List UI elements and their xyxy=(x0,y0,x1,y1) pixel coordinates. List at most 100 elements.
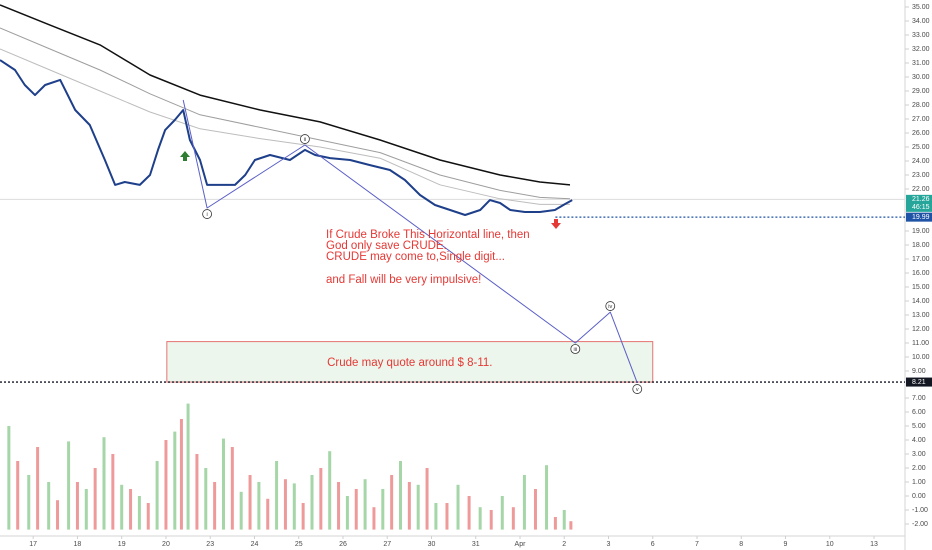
wave-label: iv xyxy=(608,304,612,310)
volume-bar xyxy=(67,441,71,530)
volume-bar xyxy=(425,468,429,530)
x-tick-label: 25 xyxy=(295,541,303,548)
volume-bar xyxy=(7,426,11,530)
volume-bar xyxy=(173,431,177,530)
wave-marker xyxy=(300,134,310,144)
volume-bar xyxy=(266,498,270,530)
volume-bar xyxy=(93,468,97,530)
wave-label: iii xyxy=(573,347,577,353)
volume-bar xyxy=(111,454,115,530)
y-tick-label: 35.00 xyxy=(912,4,930,11)
volume-bar xyxy=(345,496,349,530)
volume-bar xyxy=(146,503,150,530)
y-tick-label: 22.00 xyxy=(912,186,930,193)
y-tick-label: 11.00 xyxy=(912,340,929,347)
volume-bar xyxy=(467,496,471,530)
volume-bar xyxy=(283,479,287,530)
volume-bar xyxy=(16,461,20,530)
x-tick-label: 7 xyxy=(695,541,699,548)
volume-bar xyxy=(221,438,225,530)
down-arrow xyxy=(551,219,561,229)
volume-bar xyxy=(363,479,367,530)
y-tick-label: 4.00 xyxy=(912,437,926,444)
x-tick-label: 19 xyxy=(118,541,126,548)
volume-bar xyxy=(456,484,460,530)
y-tick-label: 13.00 xyxy=(912,312,930,319)
y-tick-label: 24.00 xyxy=(912,158,930,165)
volume-bar xyxy=(390,475,394,530)
y-tick-label: 10.00 xyxy=(912,354,930,361)
y-tick-label: 28.00 xyxy=(912,102,930,109)
volume-bar xyxy=(328,451,332,530)
x-tick-label: 17 xyxy=(29,541,37,548)
x-tick-label: 24 xyxy=(251,541,259,548)
y-tick-label: 19.00 xyxy=(912,228,930,235)
volume-bar xyxy=(337,482,341,530)
volume-bar xyxy=(186,403,190,530)
volume-bar xyxy=(47,482,51,530)
volume-bar xyxy=(310,475,314,530)
volume-bar xyxy=(533,489,537,530)
volume-bar xyxy=(195,454,199,530)
volume-bar xyxy=(545,465,549,530)
zone-text: Crude may quote around $ 8-11. xyxy=(327,357,492,369)
y-tick-label: 1.00 xyxy=(912,479,926,486)
x-tick-label: Apr xyxy=(515,541,527,548)
annotation-text: God only save CRUDE. xyxy=(326,240,447,252)
x-tick-label: 23 xyxy=(206,541,214,548)
x-tick-label: 10 xyxy=(826,541,834,548)
y-tick-label: 23.00 xyxy=(912,172,930,179)
volume-bar xyxy=(319,468,323,530)
annotation-text: If Crude Broke This Horizontal line, the… xyxy=(326,229,530,241)
volume-bar xyxy=(522,475,526,530)
volume-bar xyxy=(27,475,31,530)
y-tick-label: 25.00 xyxy=(912,144,930,151)
volume-bar xyxy=(137,496,141,530)
volume-bar xyxy=(292,483,296,530)
level-label-bg xyxy=(906,377,932,387)
y-tick-label: 6.00 xyxy=(912,409,926,416)
wave-label: i xyxy=(206,212,207,218)
volume-bar xyxy=(248,475,252,530)
up-arrow xyxy=(180,151,190,161)
volume-bar xyxy=(569,521,573,530)
x-tick-label: 13 xyxy=(870,541,878,548)
y-tick-label: 2.00 xyxy=(912,465,926,472)
volume-bar xyxy=(407,482,411,530)
price-line xyxy=(0,4,571,186)
volume-bar xyxy=(204,468,208,530)
y-tick-label: 16.00 xyxy=(912,270,930,277)
last-price-bg xyxy=(906,194,932,212)
y-tick-label: 33.00 xyxy=(912,32,930,39)
volume-bar xyxy=(155,461,159,530)
y-tick-label: 0.00 xyxy=(912,493,926,500)
x-tick-label: 31 xyxy=(472,541,480,548)
y-tick-label: 29.00 xyxy=(912,88,930,95)
y-tick-label: 7.00 xyxy=(912,395,926,402)
y-tick-label: 9.00 xyxy=(912,368,926,375)
volume-bar xyxy=(500,496,504,530)
wave-marker xyxy=(570,344,581,354)
x-tick-label: 27 xyxy=(383,541,391,548)
y-tick-label: 5.00 xyxy=(912,423,926,430)
last-price-label: 21.26 xyxy=(912,196,930,203)
volume-bar xyxy=(399,461,403,530)
volume-bar xyxy=(354,489,358,530)
x-tick-label: 20 xyxy=(162,541,170,548)
price-line xyxy=(0,48,570,205)
volume-bar xyxy=(213,482,217,530)
volume-bar xyxy=(164,440,168,530)
volume-bar xyxy=(301,503,305,530)
wave-label: v xyxy=(636,387,639,393)
y-tick-label: 26.00 xyxy=(912,130,930,137)
annotation-text: CRUDE may come to,Single digit... xyxy=(326,251,505,263)
volume-bar xyxy=(416,484,420,530)
wave-marker xyxy=(202,209,213,219)
x-tick-label: 8 xyxy=(739,541,743,548)
volume-bar xyxy=(372,507,376,530)
volume-bar xyxy=(120,484,124,530)
countdown: 46:15 xyxy=(912,204,930,211)
annotation-text: and Fall will be very impulsive! xyxy=(326,274,481,286)
volume-bar xyxy=(489,510,493,530)
